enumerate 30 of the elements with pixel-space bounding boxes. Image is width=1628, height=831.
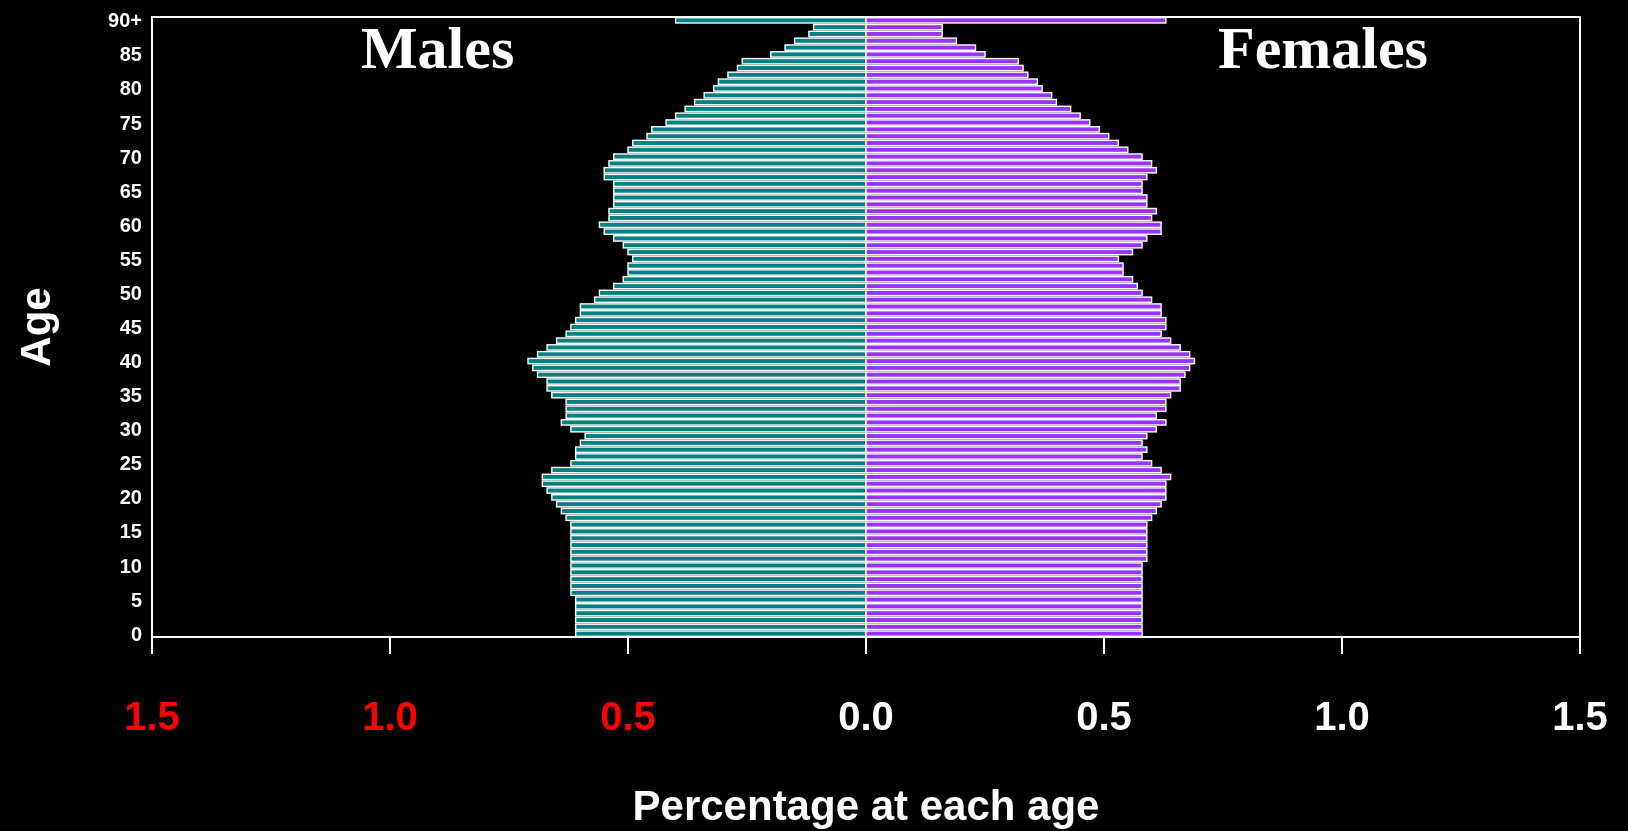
y-tick-label: 65 [119, 179, 142, 202]
x-tick-label: 0.5 [600, 694, 656, 738]
y-tick-label: 55 [119, 247, 142, 270]
y-tick-label: 5 [130, 588, 142, 611]
y-axis-title: Age [12, 287, 59, 367]
y-tick-label: 60 [119, 213, 142, 236]
x-tick-label: 0.5 [1076, 694, 1132, 738]
y-tick-label: 85 [119, 43, 142, 66]
x-tick-label: 0.0 [838, 694, 894, 738]
y-tick-label: 0 [130, 622, 142, 645]
y-tick-label: 30 [119, 418, 142, 441]
x-axis-title: Percentage at each age [632, 782, 1100, 829]
y-tick-label: 20 [119, 486, 142, 509]
y-tick-label: 40 [119, 350, 142, 373]
y-tick-label: 35 [119, 384, 142, 407]
y-tick-label: 75 [119, 111, 142, 134]
y-tick-label: 45 [119, 316, 142, 338]
text: Males [360, 15, 515, 81]
y-tick-label: 70 [119, 145, 142, 168]
y-tick-label: 80 [119, 77, 142, 100]
y-tick-label: 10 [119, 554, 142, 577]
x-tick-label: 1.0 [1314, 694, 1370, 738]
x-tick-label: 1.5 [124, 694, 180, 738]
y-tick-label: 15 [119, 520, 142, 543]
y-tick-label: 50 [119, 281, 142, 304]
x-tick-label: 1.5 [1552, 694, 1608, 738]
x-tick-label: 1.0 [362, 694, 418, 738]
y-tick-label: 25 [119, 452, 142, 475]
series-label: Females [1218, 15, 1428, 81]
y-tick-label: 90+ [108, 9, 142, 32]
